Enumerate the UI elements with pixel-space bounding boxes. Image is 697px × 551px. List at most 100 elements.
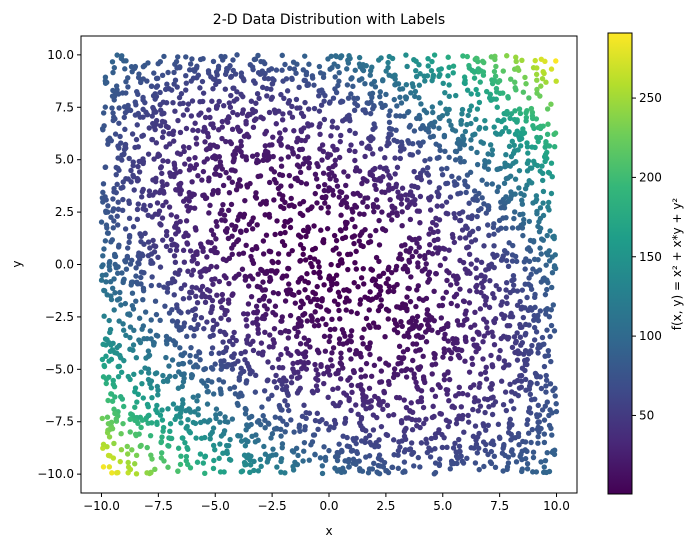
scatter-point [300, 245, 307, 252]
scatter-point [391, 284, 397, 290]
scatter-point [413, 73, 420, 80]
scatter-point [204, 254, 210, 260]
scatter-point [288, 195, 294, 202]
scatter-point [552, 393, 558, 399]
scatter-point [551, 328, 558, 334]
scatter-point [487, 91, 494, 97]
scatter-point [367, 324, 373, 331]
scatter-point [187, 61, 194, 67]
scatter-point [478, 259, 485, 266]
scatter-point [178, 326, 184, 333]
scatter-point [132, 389, 138, 395]
scatter-point [296, 422, 303, 428]
scatter-point [160, 202, 166, 209]
scatter-point [313, 176, 320, 182]
scatter-point [219, 217, 225, 223]
scatter-point [116, 242, 122, 248]
scatter-point [335, 301, 341, 308]
scatter-point [467, 230, 473, 236]
scatter-point [508, 398, 514, 404]
scatter-point [309, 75, 316, 81]
scatter-point [278, 351, 284, 358]
scatter-point [471, 75, 478, 81]
scatter-point [125, 176, 131, 182]
scatter-point [495, 421, 502, 428]
scatter-point [426, 445, 432, 451]
scatter-point [398, 139, 405, 145]
scatter-point [332, 74, 338, 80]
scatter-point [247, 366, 253, 373]
scatter-point [384, 142, 390, 149]
scatter-point [123, 79, 129, 85]
scatter-point [406, 259, 413, 265]
scatter-point [453, 336, 459, 342]
scatter-point [350, 209, 356, 215]
scatter-point [124, 443, 130, 450]
scatter-point [424, 165, 431, 171]
scatter-point [186, 295, 193, 301]
scatter-point [264, 268, 270, 275]
scatter-point [456, 322, 462, 328]
scatter-point [116, 105, 122, 111]
scatter-point [231, 241, 237, 248]
scatter-point [165, 124, 171, 131]
scatter-point [383, 431, 389, 438]
scatter-point [460, 259, 467, 266]
scatter-point [494, 188, 500, 195]
scatter-point [482, 302, 488, 308]
scatter-point [134, 216, 141, 223]
scatter-point [448, 122, 454, 128]
scatter-point [482, 409, 488, 416]
scatter-point [140, 252, 146, 259]
scatter-point [528, 105, 535, 112]
scatter-point [352, 100, 358, 106]
scatter-point [519, 57, 525, 63]
scatter-point [217, 410, 223, 417]
scatter-point [489, 181, 495, 187]
scatter-point [163, 354, 169, 361]
scatter-point [425, 279, 431, 285]
scatter-point [166, 336, 173, 342]
scatter-point [109, 93, 116, 99]
scatter-point [120, 321, 126, 327]
scatter-point [360, 391, 366, 397]
scatter-point [296, 289, 302, 296]
y-tick-label: 2.5 [55, 205, 74, 219]
scatter-point [341, 390, 347, 396]
scatter-point [486, 159, 492, 165]
scatter-point [99, 356, 106, 363]
scatter-point [116, 167, 122, 173]
scatter-point [407, 122, 413, 129]
scatter-point [260, 296, 267, 302]
scatter-point [468, 91, 474, 97]
scatter-point [445, 423, 451, 430]
scatter-point [104, 79, 110, 86]
scatter-point [512, 85, 518, 91]
scatter-point [277, 230, 284, 237]
scatter-point [363, 435, 369, 441]
scatter-point [438, 326, 445, 332]
scatter-point [193, 141, 200, 147]
scatter-point [305, 294, 311, 301]
scatter-point [393, 113, 399, 119]
scatter-point [115, 373, 122, 380]
scatter-point [446, 398, 452, 404]
scatter-point [186, 189, 192, 196]
scatter-point [124, 253, 131, 260]
scatter-point [401, 397, 407, 403]
scatter-point [358, 414, 365, 421]
scatter-point [360, 265, 366, 272]
scatter-point [283, 421, 290, 428]
scatter-point [282, 127, 288, 133]
scatter-point [287, 224, 294, 231]
scatter-point [530, 237, 537, 244]
scatter-point [213, 81, 219, 88]
scatter-point [120, 277, 127, 284]
scatter-point [314, 387, 321, 394]
scatter-point [400, 469, 406, 475]
scatter-point [193, 135, 199, 141]
scatter-point [195, 393, 201, 399]
scatter-point [534, 210, 540, 217]
scatter-point [403, 82, 410, 88]
scatter-point [152, 466, 158, 472]
